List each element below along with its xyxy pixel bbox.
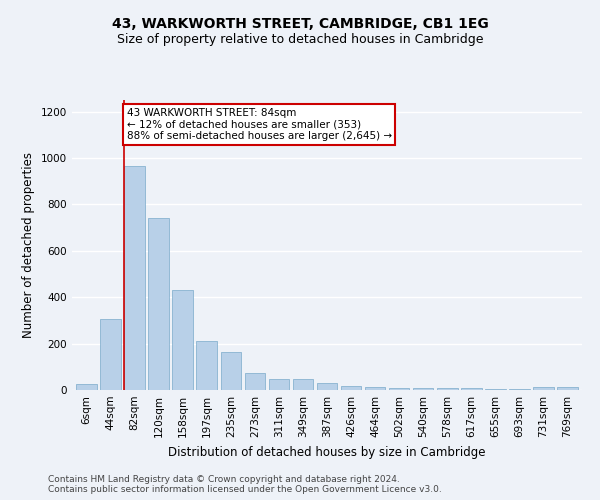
Y-axis label: Number of detached properties: Number of detached properties: [22, 152, 35, 338]
Bar: [461, 388, 482, 390]
Bar: [172, 290, 193, 390]
Bar: [196, 342, 217, 390]
Text: Distribution of detached houses by size in Cambridge: Distribution of detached houses by size …: [168, 446, 486, 459]
Bar: [317, 383, 337, 390]
Bar: [293, 379, 313, 390]
Bar: [124, 166, 145, 390]
Text: 43, WARKWORTH STREET, CAMBRIDGE, CB1 1EG: 43, WARKWORTH STREET, CAMBRIDGE, CB1 1EG: [112, 18, 488, 32]
Bar: [557, 387, 578, 390]
Bar: [365, 387, 385, 390]
Bar: [533, 387, 554, 390]
Text: 43 WARKWORTH STREET: 84sqm
← 12% of detached houses are smaller (353)
88% of sem: 43 WARKWORTH STREET: 84sqm ← 12% of deta…: [127, 108, 392, 142]
Text: Contains HM Land Registry data © Crown copyright and database right 2024.: Contains HM Land Registry data © Crown c…: [48, 475, 400, 484]
Text: Size of property relative to detached houses in Cambridge: Size of property relative to detached ho…: [117, 32, 483, 46]
Text: Contains public sector information licensed under the Open Government Licence v3: Contains public sector information licen…: [48, 485, 442, 494]
Bar: [245, 372, 265, 390]
Bar: [413, 388, 433, 390]
Bar: [341, 386, 361, 390]
Bar: [221, 352, 241, 390]
Bar: [437, 388, 458, 390]
Bar: [76, 384, 97, 390]
Bar: [389, 388, 409, 390]
Bar: [148, 218, 169, 390]
Bar: [269, 379, 289, 390]
Bar: [100, 319, 121, 390]
